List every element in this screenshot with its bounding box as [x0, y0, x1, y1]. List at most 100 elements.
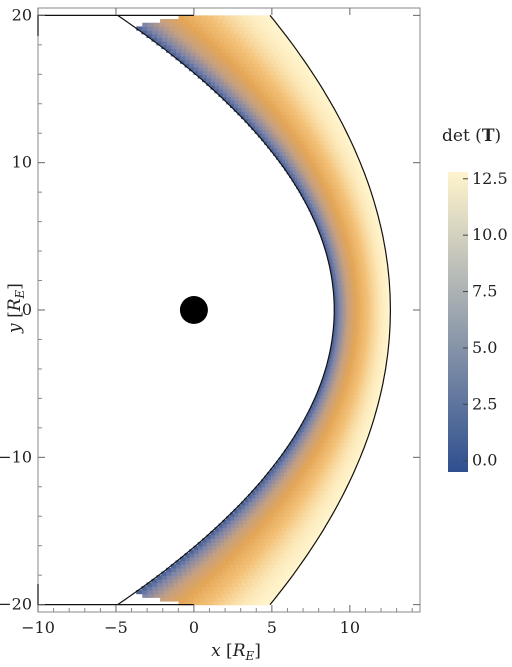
heat-cell — [151, 33, 158, 39]
heat-cell — [359, 298, 363, 304]
heat-cell — [346, 287, 350, 293]
heat-cell — [384, 258, 388, 263]
heat-cell — [258, 81, 264, 86]
heat-cell — [316, 512, 322, 517]
heat-cell — [302, 435, 306, 440]
heat-cell — [300, 549, 306, 554]
heat-cell — [337, 464, 341, 469]
heat-cell — [383, 350, 387, 355]
heat-cell — [170, 564, 177, 569]
heat-cell — [245, 107, 250, 112]
heat-cell — [329, 449, 333, 455]
heat-cell — [291, 461, 296, 466]
heat-cell — [255, 501, 261, 506]
heat-cell — [374, 350, 378, 355]
heat-cell — [220, 37, 226, 42]
heat-cell — [288, 63, 294, 68]
heat-cell — [323, 199, 327, 204]
heat-cell — [279, 519, 285, 525]
heat-cell — [372, 243, 376, 248]
heat-cell — [345, 310, 348, 315]
heat-cell — [366, 313, 370, 318]
heat-cell — [375, 302, 378, 307]
heat-cell — [292, 151, 297, 156]
heat-cell — [322, 147, 327, 153]
heat-cell — [358, 265, 362, 271]
heat-cell — [332, 258, 336, 263]
heat-cell — [274, 74, 280, 79]
heat-cell — [274, 564, 281, 569]
heat-cell — [351, 203, 355, 208]
heat-cell — [258, 100, 263, 105]
heat-cell — [326, 372, 330, 377]
heat-cell — [375, 298, 378, 304]
heat-cell — [245, 81, 251, 86]
heat-cell — [353, 240, 357, 245]
heat-cell — [315, 519, 321, 525]
heat-cell — [357, 368, 361, 374]
heat-cell — [339, 357, 343, 363]
heat-cell — [328, 416, 333, 422]
heat-cell — [262, 118, 268, 123]
heat-cell — [200, 52, 207, 57]
heat-cell — [363, 287, 367, 293]
heat-cell — [337, 206, 341, 212]
heat-cell — [352, 258, 356, 263]
heat-cell — [339, 383, 343, 388]
heat-cell — [287, 490, 292, 495]
heat-cell — [321, 140, 326, 145]
heat-cell — [373, 310, 376, 315]
heat-cell — [370, 295, 374, 300]
heat-cell — [295, 494, 300, 499]
heat-cell — [326, 107, 332, 112]
heat-cell — [248, 527, 253, 532]
heat-cell — [313, 431, 317, 436]
heat-cell — [333, 442, 337, 447]
heat-cell — [327, 453, 332, 458]
heat-cell — [275, 556, 282, 562]
heat-cell — [180, 564, 187, 569]
heat-cell — [310, 497, 316, 503]
heat-cell — [271, 505, 277, 510]
heat-cell — [263, 501, 268, 506]
heat-cell — [334, 446, 338, 451]
heat-cell — [292, 468, 297, 473]
heat-cell — [352, 335, 355, 341]
heat-cell — [295, 530, 301, 536]
heat-cell — [317, 449, 321, 455]
heat-cell — [232, 33, 239, 39]
heat-cell — [215, 538, 221, 543]
heat-cell — [352, 287, 356, 293]
heat-cell — [319, 435, 324, 440]
heat-cell — [312, 214, 316, 219]
heat-cell — [237, 103, 243, 109]
heat-cell — [273, 151, 277, 156]
heat-cell — [349, 472, 354, 477]
heat-cell — [346, 144, 351, 149]
heat-cell — [370, 269, 374, 274]
heat-cell — [304, 114, 310, 120]
heat-cell — [364, 427, 369, 433]
heat-cell — [141, 586, 148, 591]
heat-cell — [243, 55, 250, 61]
heat-cell — [316, 501, 321, 506]
heat-cell — [321, 173, 325, 179]
heat-cell — [283, 490, 288, 495]
heat-cell — [369, 376, 373, 381]
heat-cell — [282, 55, 289, 61]
heat-cell — [287, 140, 292, 145]
heat-cell — [336, 192, 340, 197]
heat-cell — [344, 298, 348, 304]
heat-cell — [284, 140, 289, 145]
heat-cell — [292, 560, 298, 565]
heat-cell — [359, 287, 363, 293]
heat-cell — [338, 379, 342, 385]
heat-cell — [256, 567, 263, 573]
heat-cell — [330, 181, 335, 186]
heat-cell — [199, 59, 205, 64]
heat-cell — [300, 66, 306, 72]
heat-cell — [332, 357, 336, 363]
heat-cell — [376, 262, 380, 267]
heat-cell — [321, 409, 325, 414]
heat-cell — [262, 494, 267, 499]
